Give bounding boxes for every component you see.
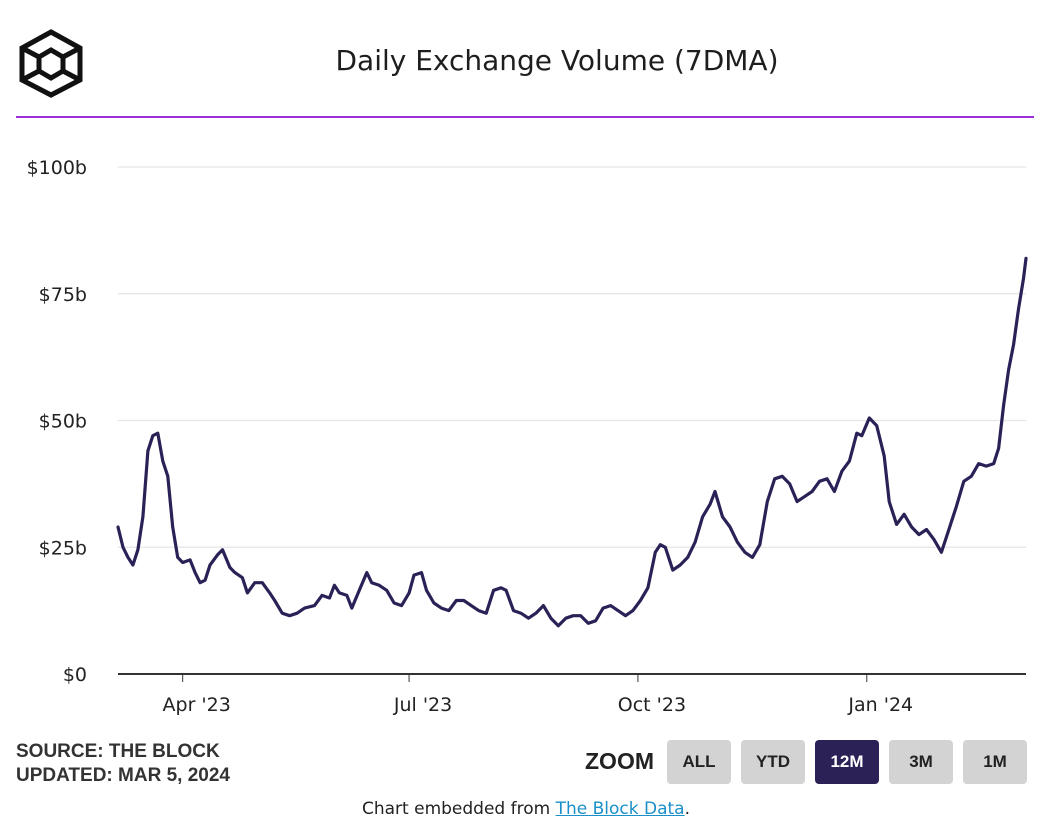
zoom-button-3m[interactable]: 3M — [889, 740, 953, 784]
x-tick-label: Jul '23 — [393, 694, 452, 716]
y-tick-label: $25b — [39, 537, 87, 559]
source-label: SOURCE: THE BLOCK — [16, 741, 220, 762]
x-tick-label: Oct '23 — [618, 694, 686, 716]
chart-title: Daily Exchange Volume (7DMA) — [335, 44, 779, 77]
zoom-button-all[interactable]: ALL — [667, 740, 731, 784]
embed-suffix: . — [684, 799, 690, 819]
y-tick-label: $100b — [27, 157, 87, 179]
y-axis-ticks: $0 $25b $50b $75b $100b — [27, 157, 87, 686]
x-tick-label: Apr '23 — [163, 694, 231, 716]
the-block-cube-logo-icon — [19, 29, 83, 98]
zoom-label: ZOOM — [585, 748, 654, 774]
updated-label: UPDATED: MAR 5, 2024 — [16, 765, 230, 786]
embed-prefix: Chart embedded from — [362, 799, 556, 819]
x-axis-ticks: Apr '23 Jul '23 Oct '23 Jan '24 — [163, 674, 913, 716]
zoom-button-ytd[interactable]: YTD — [741, 740, 805, 784]
the-block-data-link[interactable]: The Block Data — [555, 799, 685, 819]
series-layer — [116, 256, 1028, 628]
chart-plot: $0 $25b $50b $75b $100b Apr '23 Jul '23 Oct '2… — [27, 157, 1028, 716]
title-divider — [16, 116, 1034, 118]
y-tick-label: $50b — [39, 411, 87, 433]
x-tick-label: Jan '24 — [847, 694, 913, 716]
y-tick-label: $75b — [39, 284, 87, 306]
y-tick-label: $0 — [63, 664, 87, 686]
series-line-exchange-volume — [116, 256, 1028, 628]
zoom-button-12m[interactable]: 12M — [815, 740, 879, 784]
zoom-button-1m[interactable]: 1M — [963, 740, 1027, 784]
grid-lines — [118, 166, 1026, 675]
embed-note: Chart embedded from The Block Data. — [0, 799, 1052, 819]
source-block: SOURCE: THE BLOCK UPDATED: MAR 5, 2024 — [16, 740, 230, 788]
